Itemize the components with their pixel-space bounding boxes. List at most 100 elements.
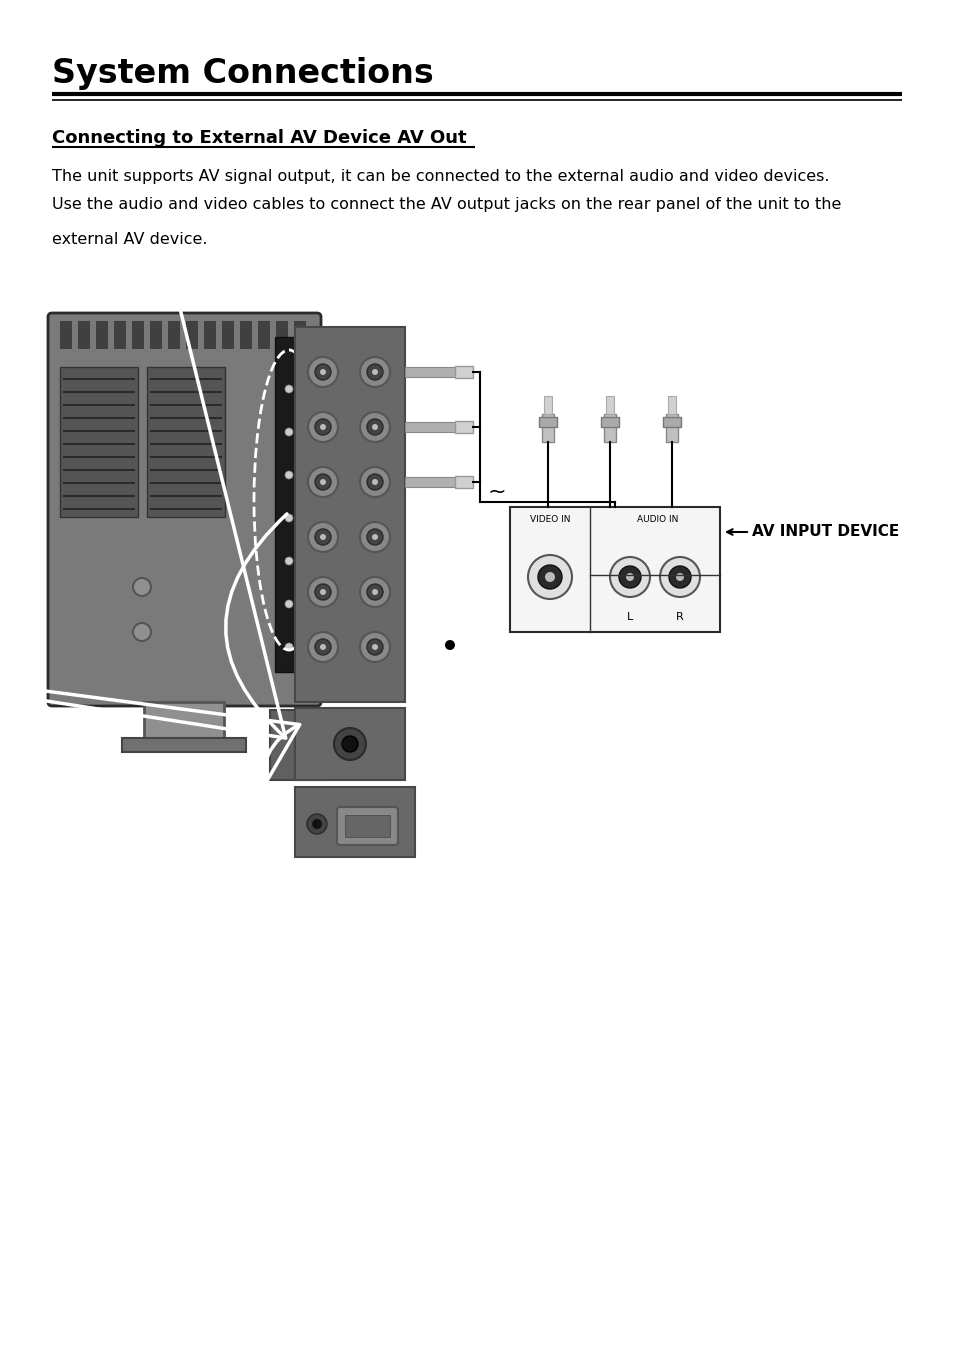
Text: The unit supports AV signal output, it can be connected to the external audio an: The unit supports AV signal output, it c…	[52, 168, 828, 185]
Circle shape	[372, 424, 377, 430]
Circle shape	[334, 727, 366, 760]
Circle shape	[372, 589, 377, 595]
Circle shape	[285, 515, 293, 523]
Bar	[541, 414, 554, 442]
Circle shape	[544, 572, 555, 582]
Circle shape	[444, 640, 455, 651]
Bar	[294, 787, 415, 857]
Bar	[405, 422, 459, 432]
Circle shape	[359, 577, 390, 607]
Bar	[605, 396, 614, 414]
Bar	[222, 321, 233, 349]
Circle shape	[285, 599, 293, 607]
Circle shape	[367, 585, 382, 599]
Bar	[147, 366, 225, 517]
Text: ~: ~	[488, 482, 506, 502]
Circle shape	[359, 412, 390, 442]
FancyArrowPatch shape	[0, 300, 287, 738]
Circle shape	[307, 814, 327, 834]
Bar	[455, 422, 473, 432]
Bar	[144, 702, 224, 740]
Text: R: R	[676, 612, 683, 622]
Circle shape	[659, 558, 700, 597]
Circle shape	[668, 566, 690, 589]
Bar	[274, 337, 303, 672]
Bar	[122, 738, 246, 752]
Circle shape	[359, 357, 390, 387]
Text: Connecting to External AV Device AV Out: Connecting to External AV Device AV Out	[52, 129, 466, 147]
Circle shape	[319, 589, 326, 595]
Bar	[405, 477, 459, 488]
Bar	[275, 321, 288, 349]
Circle shape	[319, 533, 326, 540]
Circle shape	[341, 735, 357, 752]
Bar	[132, 321, 144, 349]
Circle shape	[372, 533, 377, 540]
Circle shape	[372, 369, 377, 374]
Circle shape	[132, 578, 151, 595]
Circle shape	[319, 480, 326, 485]
Text: AUDIO IN: AUDIO IN	[637, 515, 678, 524]
Circle shape	[319, 424, 326, 430]
Bar	[455, 475, 473, 488]
Circle shape	[618, 566, 640, 589]
Bar	[455, 366, 473, 379]
Bar	[60, 321, 71, 349]
Bar	[257, 321, 270, 349]
Circle shape	[537, 564, 561, 589]
Circle shape	[625, 572, 634, 581]
Bar	[543, 396, 552, 414]
Bar	[294, 321, 306, 349]
Text: L: L	[626, 612, 633, 622]
Bar	[662, 418, 680, 427]
Circle shape	[367, 364, 382, 380]
FancyBboxPatch shape	[336, 807, 397, 845]
Bar	[294, 327, 405, 702]
Circle shape	[308, 467, 337, 497]
Circle shape	[527, 555, 572, 599]
Bar	[60, 366, 138, 517]
Circle shape	[285, 558, 293, 564]
Circle shape	[609, 558, 649, 597]
Bar	[270, 710, 325, 780]
Circle shape	[367, 419, 382, 435]
Bar	[78, 321, 90, 349]
Bar	[600, 418, 618, 427]
Bar	[150, 321, 162, 349]
Circle shape	[308, 632, 337, 661]
Circle shape	[367, 529, 382, 546]
FancyBboxPatch shape	[48, 313, 320, 706]
Text: Use the audio and video cables to connect the AV output jacks on the rear panel : Use the audio and video cables to connec…	[52, 197, 841, 211]
Circle shape	[319, 369, 326, 374]
Circle shape	[359, 523, 390, 552]
Circle shape	[308, 523, 337, 552]
Bar	[204, 321, 215, 349]
Text: external AV device.: external AV device.	[52, 232, 208, 247]
Circle shape	[676, 572, 683, 581]
Bar	[667, 396, 676, 414]
Text: VIDEO IN: VIDEO IN	[529, 515, 570, 524]
Circle shape	[314, 638, 331, 655]
Bar	[113, 321, 126, 349]
Bar	[96, 321, 108, 349]
Circle shape	[319, 644, 326, 651]
Circle shape	[314, 585, 331, 599]
Circle shape	[314, 419, 331, 435]
Bar	[510, 506, 720, 632]
Text: System Connections: System Connections	[52, 57, 434, 90]
Circle shape	[359, 467, 390, 497]
Circle shape	[312, 819, 322, 828]
Circle shape	[314, 474, 331, 490]
FancyArrowPatch shape	[2, 686, 299, 985]
Text: AV INPUT DEVICE: AV INPUT DEVICE	[751, 524, 899, 540]
Circle shape	[314, 364, 331, 380]
Circle shape	[308, 357, 337, 387]
Bar	[294, 709, 405, 780]
Bar	[168, 321, 180, 349]
Circle shape	[285, 385, 293, 393]
Bar	[538, 418, 557, 427]
Bar	[603, 414, 616, 442]
Circle shape	[359, 632, 390, 661]
Circle shape	[285, 428, 293, 436]
Circle shape	[285, 471, 293, 480]
